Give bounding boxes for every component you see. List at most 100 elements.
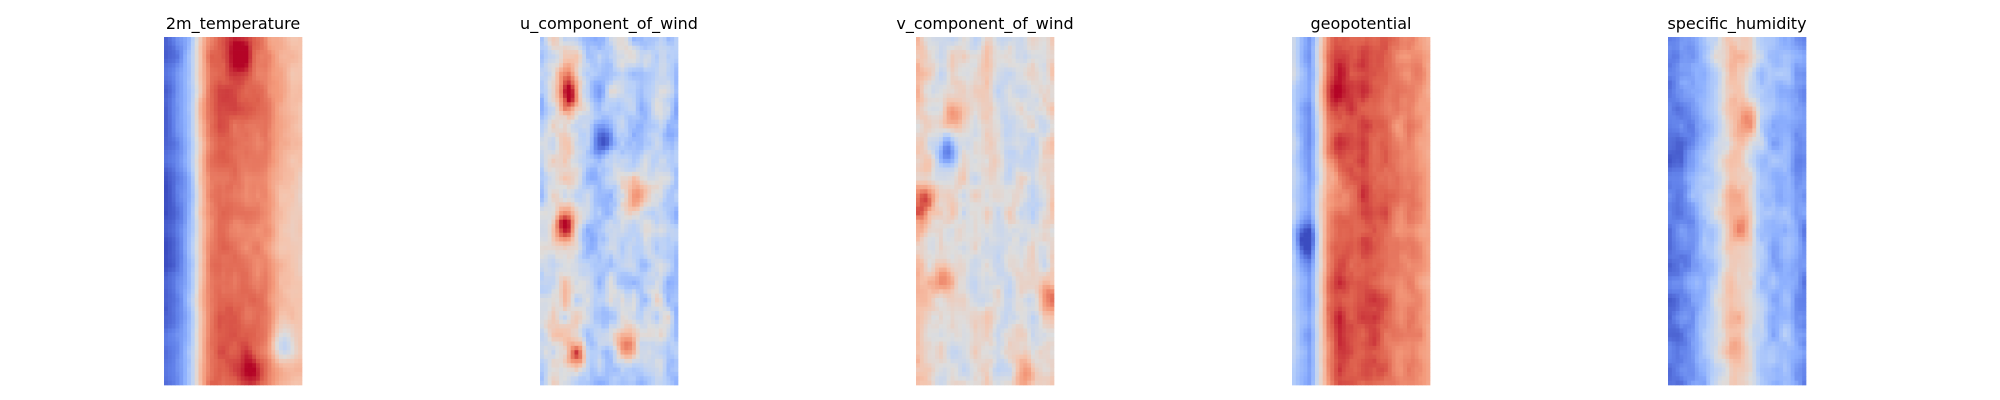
heatmap-cell bbox=[198, 50, 203, 55]
heatmap-cell bbox=[566, 141, 572, 147]
heatmap-cell bbox=[655, 167, 660, 173]
heatmap-cell bbox=[582, 41, 587, 47]
heatmap-cell bbox=[555, 241, 560, 247]
heatmap-cell bbox=[612, 124, 618, 129]
heatmap-cell bbox=[298, 306, 303, 312]
heatmap-cell bbox=[290, 380, 295, 386]
heatmap-cell bbox=[624, 58, 629, 64]
heatmap-cell bbox=[647, 132, 652, 138]
heatmap-cell bbox=[252, 354, 257, 360]
heatmap-cell bbox=[225, 341, 230, 347]
heatmap-cell bbox=[236, 363, 242, 368]
heatmap-cell bbox=[183, 50, 188, 55]
heatmap-cell bbox=[271, 284, 276, 290]
heatmap-cell bbox=[666, 245, 671, 251]
heatmap-cell bbox=[628, 184, 633, 190]
heatmap-cell bbox=[620, 54, 625, 60]
heatmap-cell bbox=[198, 228, 203, 234]
heatmap-cell bbox=[651, 176, 656, 181]
heatmap-cell bbox=[240, 154, 245, 160]
heatmap-cell bbox=[655, 102, 660, 107]
heatmap-cell bbox=[275, 137, 280, 142]
heatmap-cell bbox=[217, 202, 222, 207]
heatmap-cell bbox=[597, 141, 602, 147]
heatmap-cell bbox=[593, 110, 598, 116]
heatmap-cell bbox=[233, 315, 238, 321]
heatmap-cell bbox=[290, 50, 295, 55]
heatmap-cell bbox=[183, 141, 188, 147]
heatmap-cell bbox=[164, 311, 169, 316]
heatmap-cell bbox=[167, 128, 173, 134]
heatmap-cell bbox=[586, 54, 591, 60]
heatmap-cell bbox=[639, 115, 644, 120]
heatmap-cell bbox=[175, 267, 180, 273]
heatmap-cell bbox=[233, 115, 238, 120]
heatmap-cell bbox=[570, 245, 575, 251]
heatmap-cell bbox=[279, 167, 284, 173]
heatmap-cell bbox=[551, 41, 556, 47]
heatmap-cell bbox=[229, 254, 234, 260]
heatmap-cell bbox=[589, 267, 595, 273]
heatmap-cell bbox=[267, 284, 272, 290]
heatmap-cell bbox=[286, 102, 291, 107]
heatmap-cell bbox=[566, 228, 572, 234]
heatmap-cell bbox=[601, 258, 606, 264]
heatmap-cell bbox=[551, 76, 556, 81]
heatmap-cell bbox=[286, 154, 291, 160]
heatmap-cell bbox=[187, 50, 192, 55]
heatmap-cell bbox=[263, 306, 268, 312]
heatmap-cell bbox=[175, 150, 180, 155]
heatmap-cell bbox=[566, 119, 572, 125]
heatmap-cell bbox=[555, 67, 560, 73]
heatmap-cell bbox=[593, 267, 598, 273]
heatmap-cell bbox=[543, 115, 549, 120]
heatmap-cell bbox=[643, 54, 648, 60]
heatmap-cell bbox=[666, 271, 671, 277]
heatmap-cell bbox=[267, 219, 272, 225]
heatmap-cell bbox=[217, 271, 222, 277]
heatmap-cell bbox=[256, 337, 261, 342]
heatmap-cell bbox=[217, 354, 222, 360]
heatmap-cell bbox=[574, 263, 579, 268]
heatmap-cell bbox=[248, 197, 253, 203]
heatmap-cell bbox=[298, 67, 303, 73]
heatmap-cell bbox=[655, 124, 660, 129]
heatmap-cell bbox=[187, 97, 192, 103]
heatmap-cell bbox=[175, 258, 180, 264]
heatmap-cell bbox=[279, 76, 284, 81]
heatmap-cell bbox=[543, 145, 549, 151]
heatmap-cell bbox=[259, 263, 265, 268]
heatmap-cell bbox=[543, 224, 549, 229]
heatmap-cell bbox=[620, 241, 625, 247]
heatmap-cell bbox=[290, 197, 295, 203]
heatmap-cell bbox=[570, 250, 575, 255]
heatmap-cell bbox=[171, 271, 176, 277]
heatmap-cell bbox=[566, 128, 572, 134]
heatmap-cell bbox=[190, 354, 196, 360]
heatmap-cell bbox=[286, 115, 291, 120]
heatmap-cell bbox=[217, 263, 222, 268]
heatmap-cell bbox=[666, 241, 671, 247]
heatmap-cell bbox=[279, 102, 284, 107]
heatmap-cell bbox=[202, 354, 207, 360]
heatmap-cell bbox=[267, 302, 272, 308]
heatmap-cell bbox=[632, 37, 637, 42]
heatmap-cell bbox=[582, 89, 587, 94]
heatmap-cell bbox=[225, 202, 230, 207]
heatmap-cell bbox=[229, 167, 234, 173]
heatmap-cell bbox=[248, 97, 253, 103]
heatmap-cell bbox=[198, 180, 203, 186]
heatmap-cell bbox=[175, 102, 180, 107]
heatmap-cell bbox=[298, 250, 303, 255]
heatmap-cell bbox=[578, 228, 583, 234]
heatmap-cell bbox=[593, 119, 598, 125]
heatmap-cell bbox=[290, 250, 295, 255]
heatmap-cell bbox=[259, 106, 265, 112]
heatmap-cell bbox=[271, 289, 276, 294]
heatmap-cell bbox=[651, 219, 656, 225]
heatmap-cell bbox=[167, 224, 173, 229]
heatmap-cell bbox=[279, 141, 284, 147]
heatmap-cell bbox=[236, 289, 242, 294]
heatmap-cell bbox=[666, 110, 671, 116]
heatmap-cell bbox=[628, 211, 633, 216]
